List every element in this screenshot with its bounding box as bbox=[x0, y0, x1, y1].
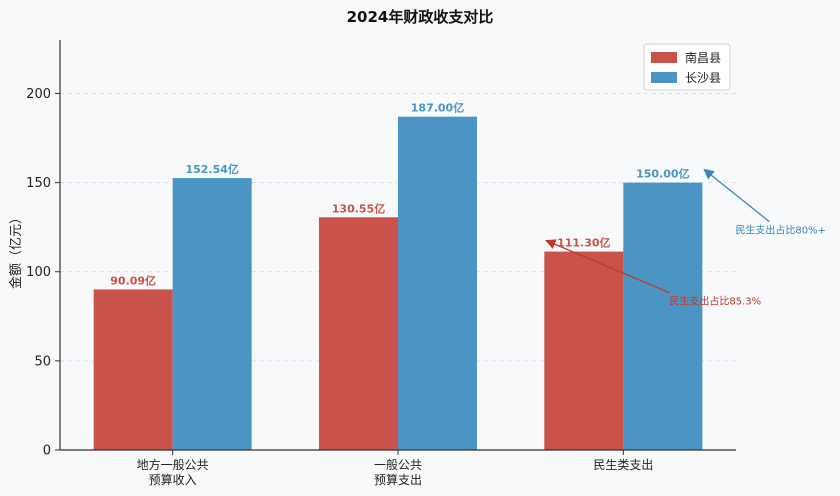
x-tick-label: 一般公共预算支出 bbox=[374, 457, 422, 487]
x-tick-label-line: 预算收入 bbox=[149, 472, 197, 487]
annotation-arrow bbox=[545, 239, 670, 294]
y-axis-label: 金额（亿元） bbox=[8, 211, 24, 289]
x-tick-label: 地方一般公共预算收入 bbox=[137, 457, 209, 487]
data-label: 130.55亿 bbox=[332, 201, 385, 215]
annotation-arrow bbox=[703, 168, 770, 223]
chart-title: 2024年财政收支对比 bbox=[347, 8, 494, 26]
annotation-text: 民生支出占比85.3% bbox=[669, 295, 761, 308]
bar bbox=[172, 178, 252, 450]
legend-label: 长沙县 bbox=[685, 71, 721, 85]
legend-label: 南昌县 bbox=[685, 50, 721, 65]
data-labels: 90.09亿 130.55亿 111.30亿 152.54亿 187.00亿 150.00… bbox=[110, 101, 689, 288]
bar bbox=[544, 251, 624, 450]
bar bbox=[319, 217, 398, 450]
y-tick-label: 100 bbox=[26, 265, 51, 280]
data-label: 90.09亿 bbox=[110, 273, 156, 287]
data-label: 152.54亿 bbox=[185, 162, 238, 176]
bar bbox=[398, 116, 477, 451]
bars bbox=[93, 116, 703, 451]
annotation-text: 民生支出占比80%+ bbox=[735, 224, 826, 237]
legend-swatch bbox=[651, 52, 677, 63]
bar bbox=[623, 182, 703, 450]
x-tick-label: 民生类支出 bbox=[593, 458, 653, 472]
annotations: 民生支出占比80%+ 民生支出占比85.3% bbox=[545, 168, 826, 308]
data-label: 187.00亿 bbox=[411, 101, 464, 115]
x-tick-label-line: 地方一般公共 bbox=[137, 457, 209, 472]
y-ticks: 0 50 100 150 200 bbox=[26, 87, 60, 459]
legend-swatch bbox=[651, 72, 677, 83]
x-tick-label-line: 预算支出 bbox=[374, 472, 422, 487]
y-tick-label: 200 bbox=[26, 87, 51, 102]
y-tick-label: 0 bbox=[43, 444, 51, 459]
x-tick-label-line: 民生类支出 bbox=[593, 458, 653, 472]
data-label: 111.30亿 bbox=[557, 236, 610, 250]
x-ticks: 地方一般公共预算收入 一般公共预算支出 民生类支出 bbox=[137, 450, 653, 487]
data-label: 150.00亿 bbox=[636, 167, 689, 181]
y-tick-label: 50 bbox=[34, 354, 51, 369]
y-tick-label: 150 bbox=[26, 176, 51, 191]
bar bbox=[93, 289, 173, 450]
x-tick-label-line: 一般公共 bbox=[374, 457, 422, 472]
